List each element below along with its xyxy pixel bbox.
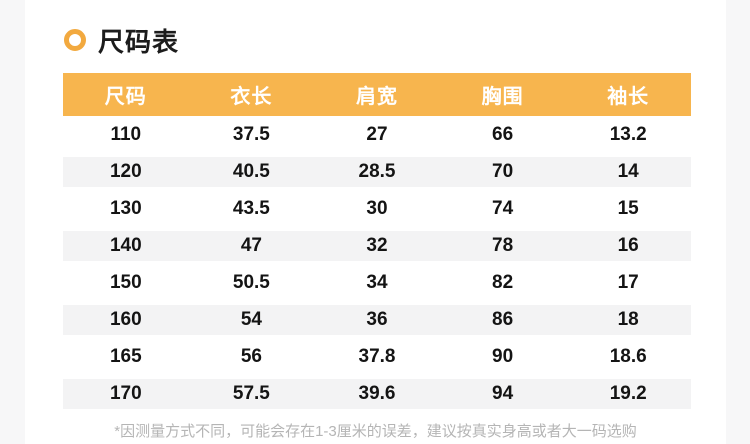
table-cell: 110 [110,123,142,145]
size-table: 尺码 衣长 肩宽 胸围 袖长 110 37.5 27 66 13.2 120 40.5 28.5 70 1… [63,73,691,412]
table-cell: 160 [109,308,142,330]
table-row: 150 50.5 34 82 17 [63,264,691,301]
table-cell: 86 [492,308,514,330]
table-cell: 17 [617,271,639,293]
table-cell: 18 [617,308,639,330]
table-cell: 56 [240,345,262,367]
table-cell: 43.5 [232,197,270,219]
table-cell: 15 [617,197,639,219]
table-cell: 37.5 [232,123,270,145]
table-cell: 16 [617,234,639,256]
table-row: 120 40.5 28.5 70 14 [63,153,691,190]
table-cell: 90 [492,345,514,367]
header-cell: 胸围 [481,86,524,108]
table-cell: 150 [109,271,142,293]
ring-bullet-icon [64,29,86,51]
table-row: 110 37.5 27 66 13.2 [63,116,691,153]
section-title: 尺码表 [98,26,180,57]
table-cell: 32 [366,234,388,256]
measurement-disclaimer: *因测量方式不同，可能会存在1-3厘米的误差，建议按真实身高或者大一码选购 [114,423,637,440]
table-cell: 82 [492,271,514,293]
table-cell: 13.2 [609,123,647,145]
table-cell: 66 [492,123,514,145]
table-cell: 94 [492,382,514,404]
header-cell: 尺码 [104,86,147,108]
table-row: 165 56 37.8 90 18.6 [63,338,691,375]
table-cell: 165 [109,345,142,367]
size-table-header: 尺码 衣长 肩宽 胸围 袖长 [63,73,691,116]
table-cell: 140 [109,234,142,256]
table-cell: 19.2 [609,382,647,404]
table-cell: 74 [492,197,514,219]
table-cell: 14 [617,160,639,182]
table-cell: 78 [492,234,514,256]
table-cell: 40.5 [232,160,270,182]
table-cell: 34 [366,271,388,293]
table-cell: 39.6 [358,382,396,404]
table-cell: 18.6 [609,345,647,367]
section-title-row: 尺码表 [64,26,726,57]
table-cell: 170 [109,382,142,404]
table-row: 140 47 32 78 16 [63,227,691,264]
table-row: 130 43.5 30 74 15 [63,190,691,227]
table-cell: 28.5 [358,160,396,182]
table-cell: 54 [240,308,262,330]
table-cell: 30 [366,197,388,219]
header-cell: 衣长 [230,86,273,108]
table-cell: 50.5 [232,271,270,293]
table-cell: 27 [366,123,388,145]
table-row: 170 57.5 39.6 94 19.2 [63,375,691,412]
size-chart-panel: 尺码表 尺码 衣长 肩宽 胸围 袖长 110 37.5 27 66 13.2 120 40.5 28.… [25,0,726,444]
size-table-body: 110 37.5 27 66 13.2 120 40.5 28.5 70 14 130 43.5 30 7… [63,116,691,412]
header-cell: 袖长 [607,86,650,108]
table-cell: 57.5 [232,382,270,404]
table-cell: 37.8 [358,345,396,367]
table-cell: 36 [366,308,388,330]
table-cell: 130 [109,197,142,219]
header-cell: 肩宽 [355,86,398,108]
table-cell: 47 [240,234,262,256]
table-cell: 70 [492,160,514,182]
table-cell: 120 [109,160,142,182]
table-row: 160 54 36 86 18 [63,301,691,338]
